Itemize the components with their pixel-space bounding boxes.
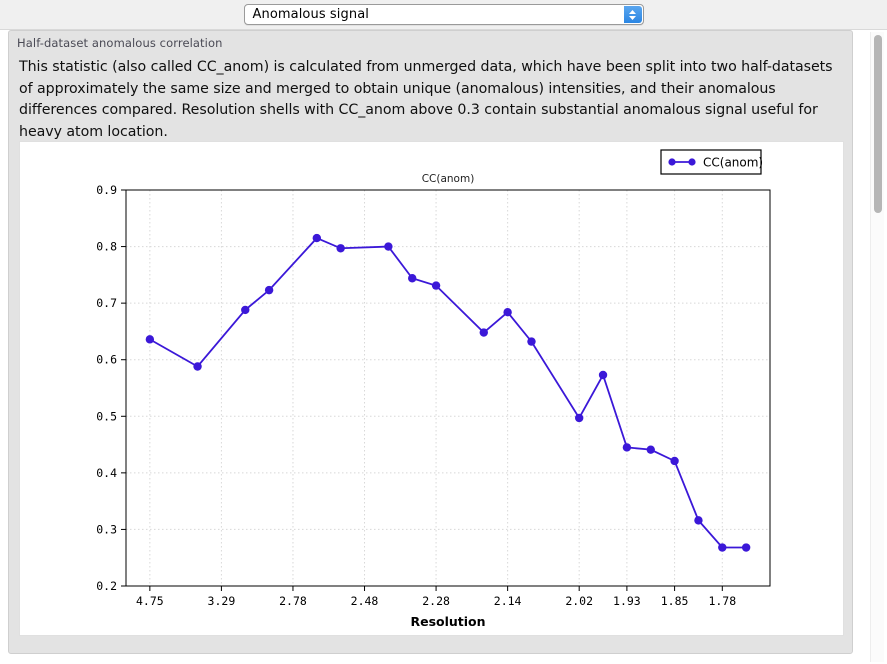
top-toolbar: Anomalous signal	[0, 0, 887, 30]
svg-text:2.78: 2.78	[279, 594, 307, 608]
svg-text:0.8: 0.8	[96, 240, 117, 254]
x-axis-label: Resolution	[410, 614, 485, 629]
svg-text:0.7: 0.7	[96, 296, 117, 310]
chevron-up-icon[interactable]	[628, 9, 637, 15]
svg-text:2.14: 2.14	[494, 594, 522, 608]
chart-card: 0.2 0.3 0.4 0.5 0.6 0.7 0.8 0.9 4.75 3.29 2.78 2.4…	[19, 141, 844, 636]
panel-description: This statistic (also called CC_anom) is …	[19, 59, 833, 140]
chevron-down-icon[interactable]	[628, 15, 637, 21]
svg-text:0.5: 0.5	[96, 409, 117, 423]
svg-text:2.48: 2.48	[351, 594, 379, 608]
vertical-scrollbar-thumb[interactable]	[874, 35, 882, 213]
svg-text:CC(anom): CC(anom)	[703, 156, 763, 170]
svg-text:1.85: 1.85	[661, 594, 689, 608]
svg-text:3.29: 3.29	[208, 594, 236, 608]
svg-text:4.75: 4.75	[136, 594, 164, 608]
svg-text:0.6: 0.6	[96, 353, 117, 367]
cc-anom-line-chart: 0.2 0.3 0.4 0.5 0.6 0.7 0.8 0.9 4.75 3.29 2.78 2.4…	[96, 149, 771, 629]
data-series-line	[149, 237, 747, 549]
svg-text:2.28: 2.28	[422, 594, 450, 608]
svg-text:0.9: 0.9	[96, 183, 117, 197]
data-point-markers	[145, 233, 751, 552]
chart-title: CC(anom)	[422, 173, 475, 185]
content-area: Half-dataset anomalous correlation This …	[0, 30, 887, 664]
svg-text:1.78: 1.78	[708, 594, 736, 608]
svg-text:0.4: 0.4	[96, 466, 117, 480]
statistic-select-value: Anomalous signal	[252, 7, 369, 22]
chart-legend: CC(anom)	[660, 149, 763, 175]
plot-frame	[125, 189, 771, 587]
statistic-panel: Half-dataset anomalous correlation This …	[8, 30, 853, 654]
svg-text:0.2: 0.2	[96, 579, 117, 593]
svg-text:0.3: 0.3	[96, 522, 117, 536]
statistic-select[interactable]: Anomalous signal	[243, 4, 644, 25]
svg-text:2.02: 2.02	[565, 594, 593, 608]
panel-title: Half-dataset anomalous correlation	[17, 36, 223, 50]
chart-grid	[126, 190, 770, 586]
y-axis-ticks: 0.2 0.3 0.4 0.5 0.6 0.7 0.8 0.9	[96, 183, 126, 593]
vertical-scrollbar[interactable]	[870, 32, 884, 662]
select-stepper-buttons[interactable]	[623, 6, 642, 23]
svg-text:1.93: 1.93	[613, 594, 641, 608]
x-axis-ticks: 4.75 3.29 2.78 2.48 2.28 2.14 2.02 1.93 1.85 1.78	[136, 586, 736, 608]
